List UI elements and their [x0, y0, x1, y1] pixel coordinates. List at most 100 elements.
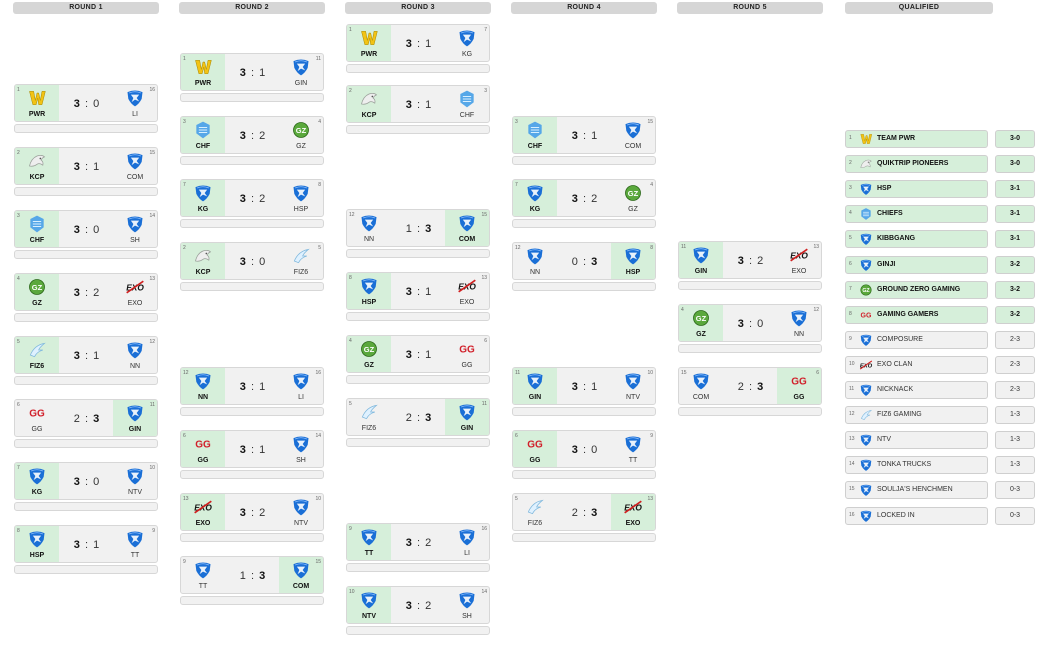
match-card[interactable]: 6 GG GG 11 GIN 2 : 3 [14, 399, 158, 449]
match-detail-bar[interactable] [346, 312, 490, 321]
match-detail-bar[interactable] [346, 375, 490, 384]
match-detail-bar[interactable] [180, 596, 324, 605]
team-slot[interactable]: 9 TT [181, 557, 225, 593]
team-slot[interactable]: 14 SH [113, 211, 157, 247]
match-detail-bar[interactable] [346, 64, 490, 73]
match-card[interactable]: 9 TT 16 LI 3 : 2 [346, 523, 490, 573]
match-detail-bar[interactable] [512, 282, 656, 291]
team-slot[interactable]: 1 PWR [181, 54, 225, 90]
standing-row[interactable]: 10 EXO EXO CLAN [845, 356, 988, 374]
team-slot[interactable]: 8 HSP [279, 180, 323, 216]
team-slot[interactable]: 14 SH [445, 587, 489, 623]
standing-row[interactable]: 3 HSP [845, 180, 988, 198]
team-slot[interactable]: 1 PWR [347, 25, 391, 61]
match-card[interactable]: 5 FIZ6 13 EXO EXO 2 : 3 [512, 493, 656, 543]
standing-row[interactable]: 15 SOULJA'S HENCHMEN [845, 481, 988, 499]
standing-row[interactable]: 13 NTV [845, 431, 988, 449]
match-card[interactable]: 2 KCP 5 FIZ6 3 : 0 [180, 242, 324, 292]
team-slot[interactable]: 12 NN [513, 243, 557, 279]
team-slot[interactable]: 11 GIN [445, 399, 489, 435]
team-slot[interactable]: 13 EXO EXO [611, 494, 655, 530]
team-slot[interactable]: 3 CHF [513, 117, 557, 153]
team-slot[interactable]: 15 COM [679, 368, 723, 404]
match-card[interactable]: 2 KCP 15 COM 3 : 1 [14, 147, 158, 197]
match-card[interactable]: 12 NN 15 COM 1 : 3 [346, 209, 490, 259]
team-slot[interactable]: 12 NN [113, 337, 157, 373]
match-card[interactable]: 4 GZ GZ 6 GG GG 3 : 1 [346, 335, 490, 385]
match-detail-bar[interactable] [180, 470, 324, 479]
match-card[interactable]: 9 TT 15 COM 1 : 3 [180, 556, 324, 606]
match-detail-bar[interactable] [678, 407, 822, 416]
team-slot[interactable]: 9 TT [347, 524, 391, 560]
team-slot[interactable]: 10 NTV [113, 463, 157, 499]
team-slot[interactable]: 4 GZ GZ [15, 274, 59, 310]
team-slot[interactable]: 15 COM [445, 210, 489, 246]
team-slot[interactable]: 9 TT [611, 431, 655, 467]
match-detail-bar[interactable] [14, 376, 158, 385]
match-card[interactable]: 5 FIZ6 12 NN 3 : 1 [14, 336, 158, 386]
team-slot[interactable]: 8 HSP [15, 526, 59, 562]
team-slot[interactable]: 7 KG [15, 463, 59, 499]
match-detail-bar[interactable] [180, 93, 324, 102]
match-detail-bar[interactable] [180, 219, 324, 228]
team-slot[interactable]: 16 LI [113, 85, 157, 121]
standing-row[interactable]: 16 LOCKED IN [845, 507, 988, 525]
match-detail-bar[interactable] [678, 281, 822, 290]
team-slot[interactable]: 8 HSP [611, 243, 655, 279]
match-card[interactable]: 3 CHF 4 GZ GZ 3 : 2 [180, 116, 324, 166]
match-card[interactable]: 7 KG 8 HSP 3 : 2 [180, 179, 324, 229]
team-slot[interactable]: 4 GZ GZ [679, 305, 723, 341]
team-slot[interactable]: 12 NN [347, 210, 391, 246]
match-detail-bar[interactable] [512, 219, 656, 228]
team-slot[interactable]: 10 NTV [347, 587, 391, 623]
team-slot[interactable]: 4 GZ GZ [347, 336, 391, 372]
match-card[interactable]: 10 NTV 14 SH 3 : 2 [346, 586, 490, 636]
match-card[interactable]: 2 KCP 3 CHF 3 : 1 [346, 85, 490, 135]
team-slot[interactable]: 13 EXO EXO [181, 494, 225, 530]
team-slot[interactable]: 7 KG [445, 25, 489, 61]
team-slot[interactable]: 5 FIZ6 [347, 399, 391, 435]
match-card[interactable]: 1 PWR 16 LI 3 : 0 [14, 84, 158, 134]
team-slot[interactable]: 3 CHF [15, 211, 59, 247]
team-slot[interactable]: 11 GIN [113, 400, 157, 436]
match-detail-bar[interactable] [512, 533, 656, 542]
team-slot[interactable]: 13 EXO EXO [445, 273, 489, 309]
team-slot[interactable]: 12 NN [181, 368, 225, 404]
match-detail-bar[interactable] [512, 156, 656, 165]
match-detail-bar[interactable] [14, 124, 158, 133]
match-detail-bar[interactable] [14, 502, 158, 511]
standing-row[interactable]: 9 COMPOSURE [845, 331, 988, 349]
team-slot[interactable]: 2 KCP [347, 86, 391, 122]
match-card[interactable]: 5 FIZ6 11 GIN 2 : 3 [346, 398, 490, 448]
team-slot[interactable]: 4 GZ GZ [279, 117, 323, 153]
standing-row[interactable]: 11 NICKNACK [845, 381, 988, 399]
team-slot[interactable]: 10 NTV [279, 494, 323, 530]
match-card[interactable]: 3 CHF 14 SH 3 : 0 [14, 210, 158, 260]
team-slot[interactable]: 16 LI [279, 368, 323, 404]
match-card[interactable]: 7 KG 4 GZ GZ 3 : 2 [512, 179, 656, 229]
team-slot[interactable]: 7 KG [181, 180, 225, 216]
match-detail-bar[interactable] [180, 407, 324, 416]
match-card[interactable]: 11 GIN 13 EXO EXO 3 : 2 [678, 241, 822, 291]
team-slot[interactable]: 11 GIN [279, 54, 323, 90]
match-card[interactable]: 6 GG GG 14 SH 3 : 1 [180, 430, 324, 480]
match-detail-bar[interactable] [180, 282, 324, 291]
team-slot[interactable]: 6 GG GG [445, 336, 489, 372]
match-detail-bar[interactable] [678, 344, 822, 353]
match-detail-bar[interactable] [346, 249, 490, 258]
match-detail-bar[interactable] [346, 626, 490, 635]
match-card[interactable]: 6 GG GG 9 TT 3 : 0 [512, 430, 656, 480]
standing-row[interactable]: 8 GG GAMING GAMERS [845, 306, 988, 324]
match-card[interactable]: 12 NN 8 HSP 0 : 3 [512, 242, 656, 292]
match-detail-bar[interactable] [346, 438, 490, 447]
team-slot[interactable]: 10 NTV [611, 368, 655, 404]
team-slot[interactable]: 6 GG GG [181, 431, 225, 467]
team-slot[interactable]: 9 TT [113, 526, 157, 562]
standing-row[interactable]: 1 TEAM PWR [845, 130, 988, 148]
team-slot[interactable]: 2 KCP [181, 243, 225, 279]
standing-row[interactable]: 2 QUIKTRIP PIONEERS [845, 155, 988, 173]
match-detail-bar[interactable] [14, 187, 158, 196]
match-detail-bar[interactable] [346, 563, 490, 572]
match-detail-bar[interactable] [180, 533, 324, 542]
match-detail-bar[interactable] [512, 407, 656, 416]
